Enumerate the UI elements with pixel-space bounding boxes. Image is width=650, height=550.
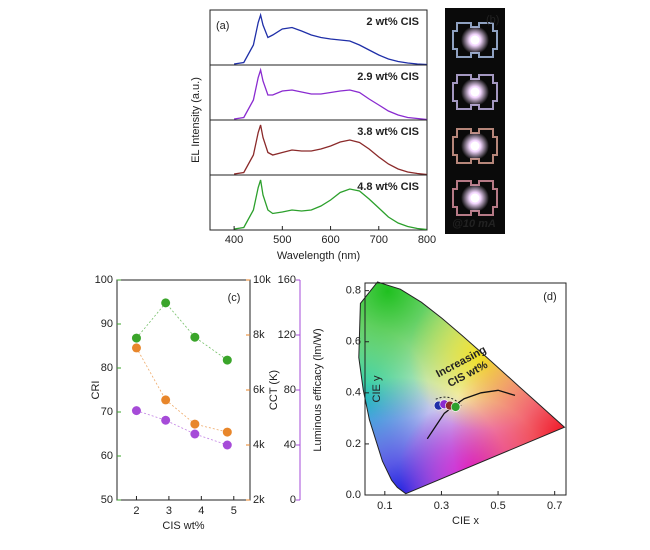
data-point xyxy=(131,343,141,353)
photo-caption: @10 mA xyxy=(452,218,496,230)
led-core xyxy=(470,193,480,203)
trend-line xyxy=(136,302,228,361)
spectrum-line xyxy=(234,67,428,121)
data-point xyxy=(190,429,200,439)
x-tick-label: 400 xyxy=(225,234,243,246)
led-core xyxy=(470,87,480,97)
y3-tick-label: 80 xyxy=(284,384,296,396)
trend-arrow xyxy=(435,396,462,406)
y3-axis-title: Luminous efficacy (lm/W) xyxy=(312,328,324,451)
panel-label: (b) xyxy=(486,14,499,26)
data-point xyxy=(131,406,141,416)
data-point xyxy=(190,332,200,342)
y-tick-label: 0.6 xyxy=(346,336,361,348)
y3-tick-label: 160 xyxy=(278,274,296,286)
gamut-shade xyxy=(358,282,565,494)
spectral-locus xyxy=(358,281,566,495)
gamut xyxy=(358,282,565,494)
y-tick-label: 90 xyxy=(101,318,113,330)
y-tick-label: 100 xyxy=(95,274,113,286)
data-point xyxy=(222,355,232,365)
y2-tick-label: 2k xyxy=(253,494,265,506)
led-package xyxy=(452,74,498,110)
x-tick-label: 600 xyxy=(321,234,339,246)
panel-label: (a) xyxy=(216,20,229,32)
y-tick-label: 70 xyxy=(101,406,113,418)
led-core xyxy=(470,35,480,45)
x-tick-label: 700 xyxy=(370,234,388,246)
y3-tick-label: 0 xyxy=(290,494,296,506)
data-point xyxy=(161,415,171,425)
led-package xyxy=(452,180,498,216)
y2-tick-label: 10k xyxy=(253,274,271,286)
x-tick-label: 800 xyxy=(418,234,436,246)
y-tick-label: 60 xyxy=(101,450,113,462)
panel-label: (d) xyxy=(543,291,556,303)
data-point xyxy=(190,419,200,429)
x-tick-label: 2 xyxy=(133,505,139,517)
data-point xyxy=(161,298,171,308)
y-tick-label: 0.4 xyxy=(346,387,361,399)
x-axis-title: CIS wt% xyxy=(162,520,204,532)
data-point xyxy=(161,395,171,405)
y2-tick-label: 4k xyxy=(253,439,265,451)
x-axis-title: CIE x xyxy=(452,515,479,527)
trend-line xyxy=(136,347,228,433)
x-tick-label: 3 xyxy=(166,505,172,517)
spectrum-line xyxy=(234,12,428,66)
x-tick-label: 0.7 xyxy=(547,500,562,512)
series-label: 4.8 wt% CIS xyxy=(357,181,419,193)
y2-axis-title: CCT (K) xyxy=(268,370,280,410)
spectrum-line xyxy=(234,124,428,176)
x-tick-label: 5 xyxy=(231,505,237,517)
y-tick-label: 0.2 xyxy=(346,438,361,450)
series-label: 2.9 wt% CIS xyxy=(357,71,419,83)
trend-line xyxy=(136,410,228,446)
y-axis-title: CRI xyxy=(90,381,102,400)
x-tick-label: 0.3 xyxy=(434,500,449,512)
y-axis-title: EL Intensity (a.u.) xyxy=(190,77,202,163)
x-tick-label: 4 xyxy=(198,505,204,517)
y-tick-label: 80 xyxy=(101,362,113,374)
chromaticity-point xyxy=(450,402,461,412)
data-point xyxy=(222,427,232,437)
y3-tick-label: 40 xyxy=(284,439,296,451)
planckian-locus xyxy=(426,389,516,440)
y3-tick-label: 120 xyxy=(278,329,296,341)
series-label: 2 wt% CIS xyxy=(366,16,419,28)
series-label: 3.8 wt% CIS xyxy=(357,126,419,138)
panel-label: (c) xyxy=(228,292,241,304)
x-tick-label: 500 xyxy=(273,234,291,246)
y2-tick-label: 6k xyxy=(253,384,265,396)
y2-tick-label: 8k xyxy=(253,329,265,341)
plot-frame xyxy=(116,279,251,501)
x-axis-title: Wavelength (nm) xyxy=(277,250,360,262)
led-package xyxy=(452,128,498,164)
spectrum-line xyxy=(234,179,428,231)
plot-frame xyxy=(364,282,567,496)
y-tick-label: 0.8 xyxy=(346,285,361,297)
y-axis-title: CIE y xyxy=(371,375,383,402)
led-core xyxy=(470,141,480,151)
x-tick-label: 0.1 xyxy=(377,500,392,512)
data-point xyxy=(131,333,141,343)
led-package xyxy=(452,22,498,58)
y-tick-label: 50 xyxy=(101,494,113,506)
led-photo: (b) @10 mA xyxy=(445,8,505,234)
x-tick-label: 0.5 xyxy=(490,500,505,512)
y-tick-label: 0.0 xyxy=(346,489,361,501)
data-point xyxy=(222,440,232,450)
